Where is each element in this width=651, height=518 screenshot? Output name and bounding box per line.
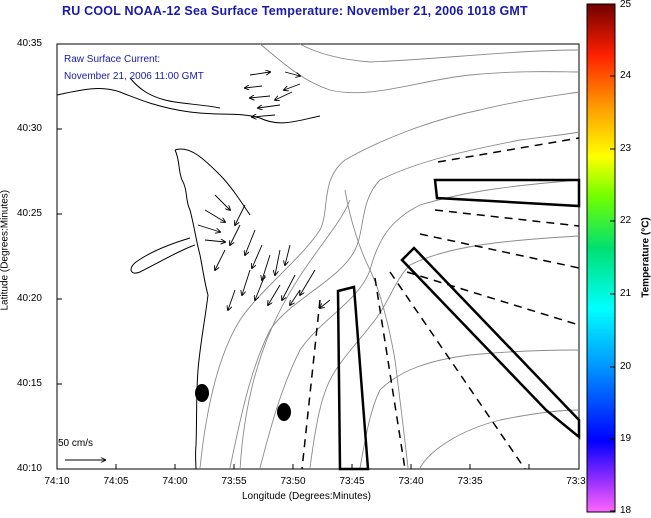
figure-title: RU COOL NOAA-12 Sea Surface Temperature:… — [62, 4, 528, 18]
x-tick-label: 74:10 — [44, 476, 70, 487]
colorbar-tick-label: 21 — [620, 288, 632, 299]
current-label-line1: Raw Surface Current: — [64, 54, 161, 65]
y-tick-label: 40:10 — [16, 463, 42, 474]
colorbar-tick-label: 23 — [620, 143, 632, 154]
y-tick-label: 40:35 — [16, 38, 42, 49]
colorbar-tick-label: 20 — [620, 361, 632, 372]
y-tick-label: 40:30 — [16, 123, 42, 134]
colorbar-tick-label: 19 — [620, 433, 632, 444]
buoy-marker — [277, 403, 291, 421]
x-tick-label: 73:3 — [566, 476, 586, 487]
x-tick-label: 73:50 — [280, 476, 306, 487]
colorbar-ticks — [610, 3, 615, 512]
satellite-lanes — [336, 178, 581, 471]
colorbar-tick-label: 22 — [620, 215, 632, 226]
colorbar-tick-label: 24 — [620, 70, 632, 81]
colorbar-tick-label: 18 — [620, 505, 632, 516]
current-label-line2: November 21, 2006 11:00 GMT — [64, 71, 204, 82]
colorbar-label: Temperature (°C) — [640, 217, 651, 298]
x-tick-label: 74:05 — [103, 476, 129, 487]
plot-frame — [56, 43, 580, 470]
y-tick-label: 40:25 — [16, 208, 42, 219]
x-tick-label: 73:35 — [457, 476, 483, 487]
y-tick-label: 40:15 — [16, 378, 42, 389]
y-axis-label: Latitude (Degrees:Minutes) — [0, 189, 11, 311]
axis-ticks — [57, 43, 530, 470]
current-vectors — [65, 72, 331, 460]
colorbar — [586, 3, 616, 513]
buoy-marker — [195, 384, 209, 402]
x-tick-label: 74:00 — [162, 476, 188, 487]
x-tick-label: 73:40 — [398, 476, 424, 487]
bathymetry-contours — [199, 43, 580, 471]
x-tick-label: 73:55 — [221, 476, 247, 487]
land-outline — [56, 77, 321, 470]
scale-vector-label: 50 cm/s — [58, 438, 94, 449]
x-axis-label: Longitude (Degrees:Minutes) — [242, 491, 371, 502]
colorbar-tick-label: 25 — [620, 0, 632, 10]
x-tick-label: 73:45 — [339, 476, 365, 487]
range-arcs — [301, 137, 580, 470]
y-tick-label: 40:20 — [16, 293, 42, 304]
